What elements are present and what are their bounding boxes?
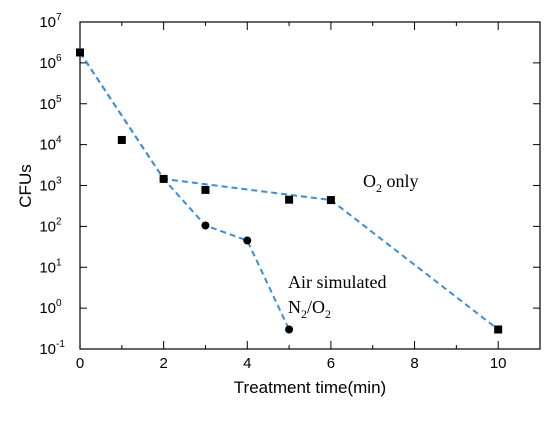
y-tick-label: 10 <box>39 300 56 317</box>
y-tick-exponent: 1 <box>56 257 62 268</box>
annotation-slash-o: /O <box>307 297 325 317</box>
circle-marker <box>285 325 294 334</box>
x-tick-label: 6 <box>327 355 335 372</box>
annotation-o2-main: O <box>363 171 376 191</box>
annotation-n2-o2: N2/O2 <box>288 297 331 321</box>
y-tick-label: 10 <box>39 178 56 195</box>
y-tick-base: 10 <box>39 14 56 31</box>
x-axis-title: Treatment time(min) <box>234 378 386 397</box>
data-markers <box>76 48 503 334</box>
square-marker <box>494 325 503 334</box>
annotation-n: N <box>288 297 301 317</box>
fit-line <box>79 51 290 330</box>
y-tick-exponent: 7 <box>56 12 62 23</box>
circle-marker <box>201 221 210 230</box>
y-tick-label: 10 <box>39 218 56 235</box>
circle-marker <box>243 236 252 245</box>
y-tick-exponent: 6 <box>56 53 62 64</box>
y-tick-exponent: 0 <box>56 298 62 309</box>
square-marker <box>117 135 126 144</box>
x-tick-label: 10 <box>490 355 507 372</box>
y-tick-base: 10 <box>39 178 56 195</box>
y-tick-label: 10 <box>39 55 56 72</box>
circle-marker <box>159 174 168 183</box>
x-tick-label: 0 <box>76 355 84 372</box>
annotation-o-sub: 2 <box>325 307 331 321</box>
y-tick-label: 10 <box>39 137 56 154</box>
y-tick-exponent: -1 <box>56 339 65 350</box>
x-tick-label: 2 <box>159 355 167 372</box>
annotation-o2-rest: only <box>382 171 419 191</box>
annotation-n-sub: 2 <box>301 307 307 321</box>
annotation-o2-sub: 2 <box>376 181 382 195</box>
y-tick-base: 10 <box>39 341 56 358</box>
square-marker <box>285 195 294 204</box>
y-tick-label: 10 <box>39 341 56 358</box>
circle-marker <box>76 48 84 57</box>
y-tick-base: 10 <box>39 218 56 235</box>
annotation-air-simulated: Air simulated <box>288 272 386 292</box>
x-tick-label: 8 <box>410 355 418 372</box>
square-marker <box>201 185 210 194</box>
y-tick-base: 10 <box>39 96 56 113</box>
y-tick-base: 10 <box>39 137 56 154</box>
y-tick-exponent: 3 <box>56 176 62 187</box>
y-tick-label: 10 <box>39 96 56 113</box>
y-tick-label: 10 <box>39 259 56 276</box>
y-tick-label: 10 <box>39 14 56 31</box>
y-tick-exponent: 2 <box>56 216 62 227</box>
y-tick-exponent: 4 <box>56 135 62 146</box>
y-axis-title: CFUs <box>16 164 35 207</box>
annotation-o2-only: O2 only <box>363 171 419 195</box>
y-tick-base: 10 <box>39 300 56 317</box>
ticks <box>79 21 541 350</box>
square-marker <box>326 196 335 205</box>
x-tick-label: 4 <box>243 355 251 372</box>
y-tick-base: 10 <box>39 259 56 276</box>
y-tick-base: 10 <box>39 55 56 72</box>
y-tick-exponent: 5 <box>56 94 62 105</box>
